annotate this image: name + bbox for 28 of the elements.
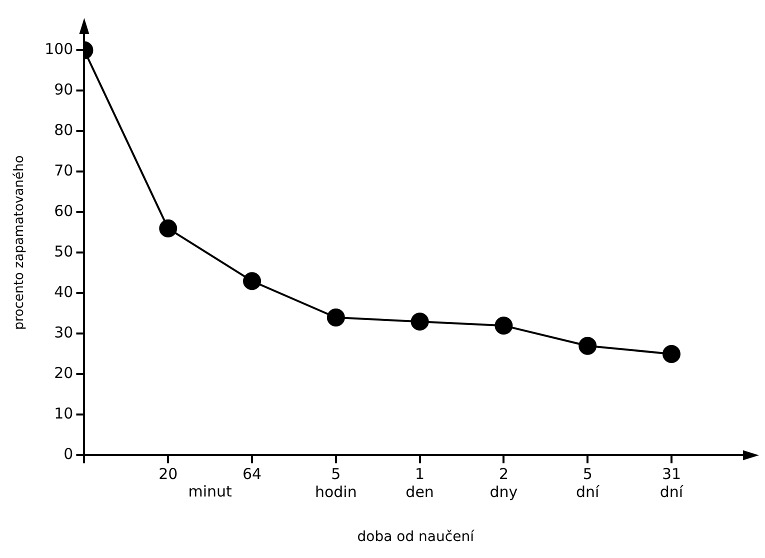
y-tick-label: 60 [54, 202, 74, 220]
x-tick-label: 64 [242, 465, 262, 484]
x-tick-label: 5 dní [576, 465, 600, 502]
x-axis-title: doba od naučení [357, 529, 476, 546]
point [494, 316, 513, 335]
y-tick-label: 100 [44, 40, 74, 58]
point [662, 344, 680, 363]
point [410, 312, 429, 331]
y-tick-label: 70 [54, 162, 74, 180]
y-tick-label: 0 [64, 445, 74, 464]
y-axis-title: procento zapamatovaného [12, 155, 28, 330]
point [578, 336, 597, 355]
y-tick-label: 30 [54, 324, 74, 342]
x-tick-label: 20 [158, 465, 178, 484]
x-tick-label: 1 den [406, 465, 434, 502]
x-tick-label: 2 dny [490, 465, 518, 502]
y-tick-label: 20 [54, 364, 74, 382]
point [243, 272, 262, 290]
x-tick-label: 5 hodin [314, 465, 357, 502]
y-tick-label: 90 [54, 80, 74, 99]
x-tick-label: 31 dní [660, 465, 684, 502]
y-tick-label: 40 [54, 283, 74, 302]
text: minut [188, 482, 232, 501]
y-tick-label: 10 [54, 404, 74, 423]
point [326, 308, 345, 327]
y-tick-label: 50 [54, 242, 74, 261]
y-tick-label: 80 [54, 121, 74, 140]
point [159, 219, 178, 238]
